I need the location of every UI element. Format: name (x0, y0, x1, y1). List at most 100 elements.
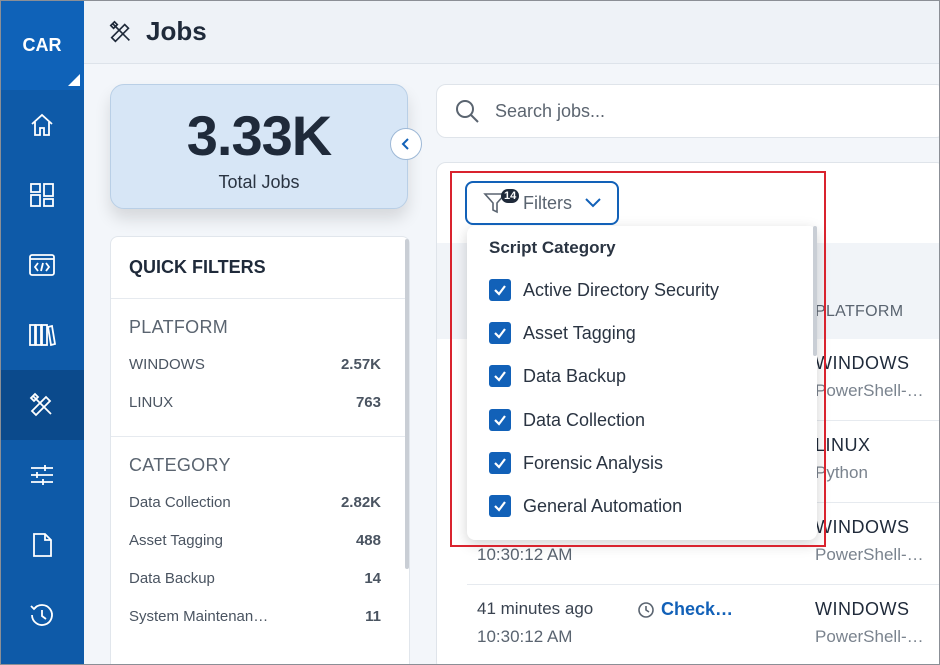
category-option[interactable]: Asset Tagging (489, 320, 636, 346)
table-row[interactable]: 10:30:12 AM WINDOWS PowerShell-… (467, 503, 940, 585)
quick-filter-row[interactable]: Data Collection 2.82K (129, 494, 381, 532)
nav-scripts[interactable] (0, 230, 84, 300)
divider (111, 436, 409, 437)
app-logo[interactable]: CAR (0, 0, 84, 90)
row-time-ago: 41 minutes ago (477, 599, 594, 618)
nav-history[interactable] (0, 580, 84, 650)
quick-filter-count: 14 (364, 570, 381, 587)
quick-filter-row[interactable]: WINDOWS 2.57K (129, 356, 381, 394)
quick-filter-count: 2.57K (340, 356, 381, 373)
total-jobs-label: Total Jobs (218, 172, 300, 192)
quick-filter-row[interactable]: System Maintenan… 11 (129, 608, 381, 646)
sidebar: CAR (0, 0, 84, 665)
chevron-left-icon (401, 138, 409, 150)
quick-filter-label: Data Collection (129, 494, 231, 511)
search-icon (456, 100, 479, 123)
total-jobs-value: 3.33K (186, 104, 332, 167)
category-filter-section: CATEGORY Data Collection 2.82K Asset Tag… (111, 437, 409, 646)
row-script-type: PowerShell-… (815, 627, 924, 646)
nav-settings[interactable] (0, 440, 84, 510)
row-script-type: PowerShell-… (815, 545, 924, 564)
platform-heading: PLATFORM (129, 317, 229, 337)
category-option[interactable]: Active Directory Security (489, 277, 719, 303)
column-header-platform[interactable]: PLATFORM (815, 303, 904, 320)
library-icon (29, 324, 56, 347)
jobs-tools-icon (109, 20, 130, 42)
home-icon (31, 113, 53, 136)
quick-filter-count: 488 (355, 532, 381, 549)
filters-dropdown: Script Category Active Directory Securit… (467, 226, 817, 540)
category-option-label: General Automation (523, 495, 683, 516)
row-script-type: Python (815, 463, 868, 482)
category-option[interactable]: Data Collection (489, 407, 645, 433)
nav-dashboard[interactable] (0, 160, 84, 230)
row-time: 10:30:12 AM (477, 545, 573, 564)
nav-documents[interactable] (0, 510, 84, 580)
row-platform: LINUX (815, 435, 871, 455)
quick-filter-count: 763 (355, 394, 381, 411)
quick-filter-row[interactable]: Asset Tagging 488 (129, 532, 381, 570)
category-option[interactable]: Forensic Analysis (489, 450, 663, 476)
quick-filter-row[interactable]: Data Backup 14 (129, 570, 381, 608)
checkbox-checked-icon[interactable] (489, 322, 511, 344)
search-input[interactable] (495, 100, 875, 122)
chevron-down-icon (585, 198, 601, 208)
category-option[interactable]: Data Backup (489, 363, 626, 389)
quick-filter-label: System Maintenan… (129, 608, 269, 625)
sliders-icon (31, 465, 53, 485)
platform-filter-section: PLATFORM WINDOWS 2.57K LINUX 763 (111, 299, 409, 432)
filters-count-badge: 14 (501, 189, 520, 203)
quick-filter-label: LINUX (129, 394, 174, 411)
quick-filter-row[interactable]: LINUX 763 (129, 394, 381, 432)
category-option-label: Forensic Analysis (523, 452, 664, 473)
table-row[interactable]: 41 minutes ago 10:30:12 AM Check… WINDOW… (467, 585, 940, 665)
quick-filter-label: Asset Tagging (129, 532, 223, 549)
page-title: Jobs (146, 16, 207, 46)
logo-corner-icon (68, 74, 80, 86)
quick-filter-count: 11 (365, 608, 381, 625)
history-icon (30, 604, 53, 626)
row-time: 10:30:12 AM (477, 627, 573, 646)
row-platform: WINDOWS (815, 517, 910, 537)
dropdown-scrollbar[interactable] (813, 226, 817, 356)
category-option-label: Asset Tagging (523, 322, 636, 343)
checkbox-checked-icon[interactable] (489, 365, 511, 387)
dashboard-icon (30, 183, 54, 207)
checkbox-checked-icon[interactable] (489, 409, 511, 431)
category-heading: CATEGORY (129, 455, 231, 475)
quick-filters-title: QUICK FILTERS (111, 237, 409, 299)
category-option-label: Active Directory Security (523, 279, 720, 300)
row-platform: WINDOWS (815, 353, 910, 373)
row-script-type: PowerShell-… (815, 381, 924, 400)
category-option-label: Data Collection (523, 409, 646, 430)
search-bar (436, 84, 940, 138)
checkbox-checked-icon[interactable] (489, 452, 511, 474)
table-row[interactable]: WINDOWS PowerShell-… (467, 339, 940, 421)
quick-filter-count: 2.82K (340, 494, 381, 511)
quick-filters-scrollbar[interactable] (405, 239, 409, 569)
quick-filter-label: WINDOWS (129, 356, 205, 373)
nav-library[interactable] (0, 300, 84, 370)
quick-filters-panel: QUICK FILTERS PLATFORM WINDOWS 2.57K LIN… (110, 236, 410, 665)
dropdown-section-title: Script Category (489, 238, 616, 257)
row-script-name[interactable]: Check… (661, 599, 734, 619)
nav-jobs[interactable] (0, 370, 84, 440)
row-platform: WINDOWS (815, 599, 910, 619)
logo-text: CAR (22, 34, 62, 55)
filters-button[interactable]: 14 Filters (465, 181, 619, 225)
category-option[interactable]: General Automation (489, 493, 682, 519)
category-option-label: Data Backup (523, 365, 627, 386)
collapse-panel-button[interactable] (390, 128, 422, 160)
total-jobs-card: 3.33K Total Jobs (110, 84, 408, 209)
checkbox-checked-icon[interactable] (489, 279, 511, 301)
row-script-link[interactable]: Check… (637, 599, 733, 620)
page-header: Jobs (84, 0, 940, 64)
checkbox-checked-icon[interactable] (489, 495, 511, 517)
jobs-tools-icon (29, 392, 52, 417)
quick-filter-label: Data Backup (129, 570, 215, 587)
nav-home[interactable] (0, 90, 84, 160)
code-icon (29, 254, 55, 276)
filters-label: Filters (523, 192, 572, 213)
document-icon (33, 533, 52, 557)
clock-icon (638, 601, 654, 618)
